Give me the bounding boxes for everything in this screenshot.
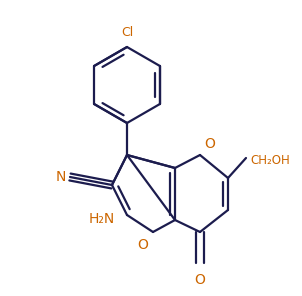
Text: N: N: [56, 170, 66, 184]
Text: O: O: [204, 137, 215, 151]
Text: O: O: [194, 273, 205, 287]
Text: O: O: [137, 238, 148, 252]
Text: Cl: Cl: [121, 26, 133, 39]
Text: CH₂OH: CH₂OH: [250, 154, 290, 167]
Text: H₂N: H₂N: [89, 212, 115, 226]
